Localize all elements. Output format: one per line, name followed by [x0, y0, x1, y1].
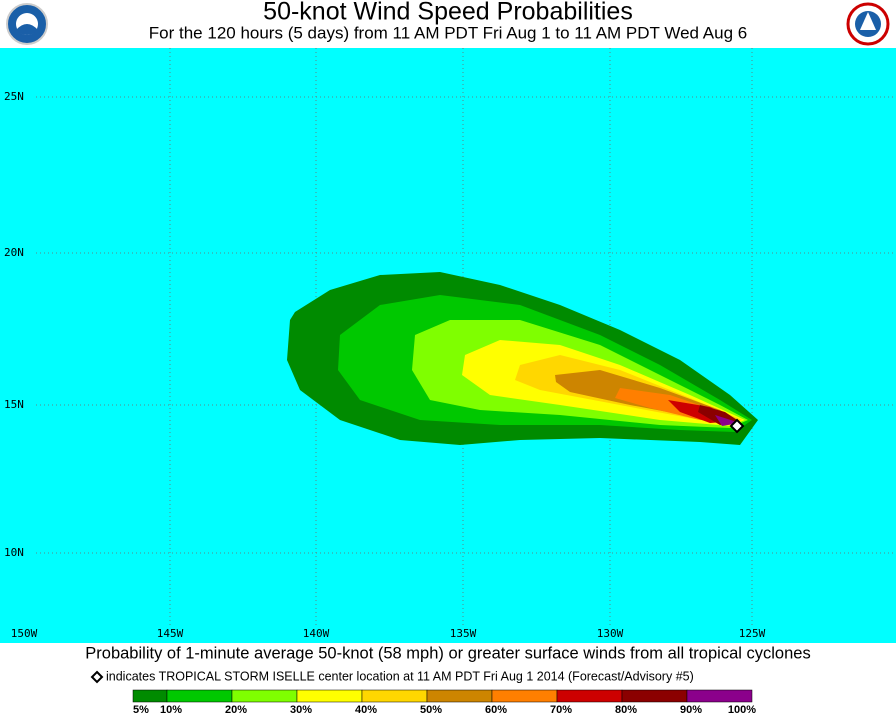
lat-label: 20N: [4, 246, 24, 259]
legend-label: 30%: [290, 704, 312, 716]
lon-label: 125W: [739, 627, 766, 640]
storm-center: [729, 418, 745, 434]
legend-label: 10%: [160, 704, 182, 716]
legend-label: 40%: [355, 704, 377, 716]
legend-label: 70%: [550, 704, 572, 716]
nws-logo: [846, 2, 890, 46]
title: 50-knot Wind Speed Probabilities: [263, 0, 633, 26]
legend-swatch: [621, 689, 688, 703]
legend-swatch: [166, 689, 233, 703]
legend-label: 100%: [728, 704, 756, 716]
legend-label: 90%: [680, 704, 702, 716]
legend-swatch: [686, 689, 753, 703]
lat-label: 25N: [4, 90, 24, 103]
lat-label: 10N: [4, 546, 24, 559]
lat-label: 15N: [4, 398, 24, 411]
note: indicates TROPICAL STORM ISELLE center l…: [106, 669, 694, 683]
lon-label: 140W: [303, 627, 330, 640]
subtitle: For the 120 hours (5 days) from 11 AM PD…: [149, 23, 747, 42]
noaa-logo: [6, 3, 48, 45]
legend-swatch: [132, 689, 168, 703]
legend-swatch: [231, 689, 298, 703]
lon-label: 130W: [597, 627, 624, 640]
legend-swatch: [491, 689, 558, 703]
legend-label: 60%: [485, 704, 507, 716]
legend-label: 5%: [133, 704, 149, 716]
legend-swatch: [426, 689, 493, 703]
probability-contours: [287, 272, 758, 445]
caption: Probability of 1-minute average 50-knot …: [85, 644, 810, 662]
legend-label: 20%: [225, 704, 247, 716]
legend-swatch: [556, 689, 623, 703]
grid: 25N 20N 15N 10N 150W 145W 140W 135W 130W 125W: [4, 48, 896, 640]
lon-label: 145W: [157, 627, 184, 640]
legend-swatch: [361, 689, 428, 703]
note-marker: [90, 670, 104, 684]
legend: 5% 10% 20% 30% 40% 50% 60% 70% 80% 90% 100%: [132, 689, 756, 716]
lon-label: 150W: [11, 627, 38, 640]
legend-swatch: [296, 689, 363, 703]
legend-label: 80%: [615, 704, 637, 716]
lon-label: 135W: [450, 627, 477, 640]
legend-label: 50%: [420, 704, 442, 716]
